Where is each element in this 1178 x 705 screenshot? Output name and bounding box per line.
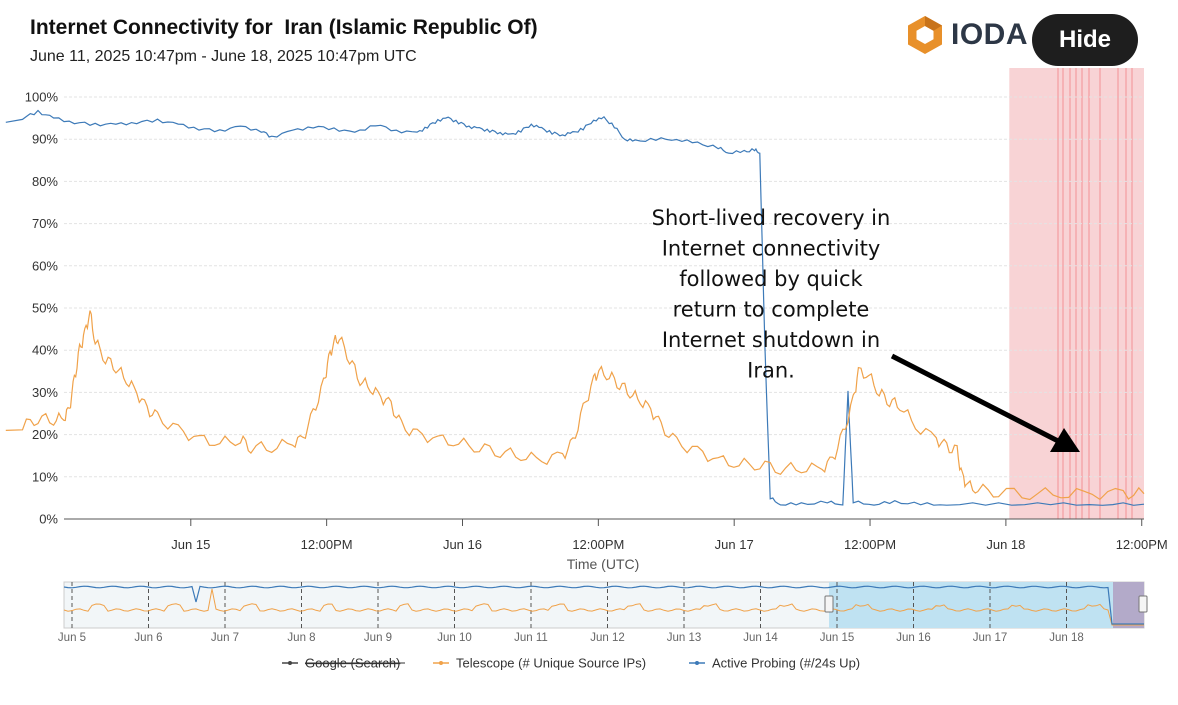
- page-subtitle: June 11, 2025 10:47pm - June 18, 2025 10…: [30, 48, 417, 65]
- y-tick-label: 0%: [39, 512, 58, 527]
- grid: [64, 96, 1144, 478]
- x-axis: Jun 15 12:00PM Jun 16 12:00PM Jun 17 12:00PM J…: [64, 518, 1168, 552]
- navigator-handle-right: [1138, 595, 1148, 613]
- y-tick-label: 70%: [32, 216, 58, 231]
- logo-text: IODA: [951, 18, 1028, 51]
- y-tick-label: 80%: [32, 174, 58, 189]
- navigator-tick-label: Jun 9: [364, 632, 392, 644]
- navigator-tick-label: Jun 16: [896, 632, 931, 644]
- legend-item: Active Probing (#/24s Up): [712, 656, 860, 671]
- ioda-logo: IODA: [905, 14, 1028, 56]
- active-probing-line: [5, 109, 1145, 506]
- navigator-tick-label: Jun 6: [134, 632, 162, 644]
- navigator-tick-label: Jun 8: [287, 632, 315, 644]
- navigator-telescope-line: [63, 588, 1144, 626]
- navigator-tick-label: Jun 12: [590, 632, 625, 644]
- navigator-handle-left: [824, 595, 834, 613]
- annotation-arrow: [890, 353, 1062, 445]
- navigator-tick-label: Jun 5: [58, 632, 86, 644]
- y-tick-label: 50%: [32, 301, 58, 316]
- navigator-tick-label: Jun 11: [514, 632, 548, 644]
- legend-marker: [695, 661, 699, 665]
- y-tick-label: 90%: [32, 132, 58, 147]
- x-axis-title: Time (UTC): [567, 556, 640, 572]
- legend-marker: [439, 661, 443, 665]
- navigator-tick-label: Jun 18: [1049, 632, 1084, 644]
- series: [5, 109, 1145, 506]
- time-navigator[interactable]: Jun 5 Jun 6 Jun 7 Jun 8 Jun 9 Jun 10 Jun 11 Jun…: [58, 581, 1148, 644]
- x-tick-label: 12:00PM: [572, 537, 624, 552]
- outage-highlight: [1009, 68, 1144, 519]
- navigator-tick-label: Jun 13: [667, 632, 702, 644]
- ioda-hexagon-icon: [908, 16, 942, 54]
- navigator-tick-label: Jun 14: [743, 632, 778, 644]
- y-tick-label: 30%: [32, 385, 58, 400]
- hide-button[interactable]: Hide: [1032, 14, 1138, 66]
- x-tick-label: Jun 16: [443, 537, 482, 552]
- annotation-text: Short-lived recovery in Internet connecti…: [652, 206, 891, 383]
- y-axis: 100% 90% 80% 70% 60% 50% 40% 30% 20% 10% 0%: [25, 90, 59, 527]
- x-tick-label: 12:00PM: [1116, 537, 1168, 552]
- y-tick-label: 60%: [32, 258, 58, 273]
- telescope-line: [5, 310, 1145, 501]
- y-tick-label: 40%: [32, 343, 58, 358]
- outage-region: [1009, 68, 1144, 519]
- legend-marker: [288, 661, 292, 665]
- page-title: Internet Connectivity for Iran (Islamic …: [30, 16, 538, 39]
- x-tick-label: 12:00PM: [844, 537, 896, 552]
- x-tick-label: Jun 15: [171, 537, 210, 552]
- annotation: Short-lived recovery in Internet connecti…: [652, 206, 1080, 452]
- legend-item: Telescope (# Unique Source IPs): [456, 656, 646, 671]
- legend: Google (Search) Telescope (# Unique Sourc…: [282, 656, 860, 671]
- x-tick-label: 12:00PM: [301, 537, 353, 552]
- y-tick-label: 20%: [32, 427, 58, 442]
- x-tick-label: Jun 17: [715, 537, 754, 552]
- navigator-tick-label: Jun 15: [820, 632, 855, 644]
- x-tick-label: Jun 18: [986, 537, 1025, 552]
- annotation-arrowhead: [1050, 428, 1080, 452]
- navigator-tick-label: Jun 10: [437, 632, 472, 644]
- navigator-selection: [829, 582, 1144, 628]
- y-tick-label: 100%: [25, 90, 59, 105]
- navigator-tick-label: Jun 7: [211, 632, 239, 644]
- navigator-tick-label: Jun 17: [973, 632, 1008, 644]
- y-tick-label: 10%: [32, 469, 58, 484]
- navigator-probing-line: [63, 585, 1144, 625]
